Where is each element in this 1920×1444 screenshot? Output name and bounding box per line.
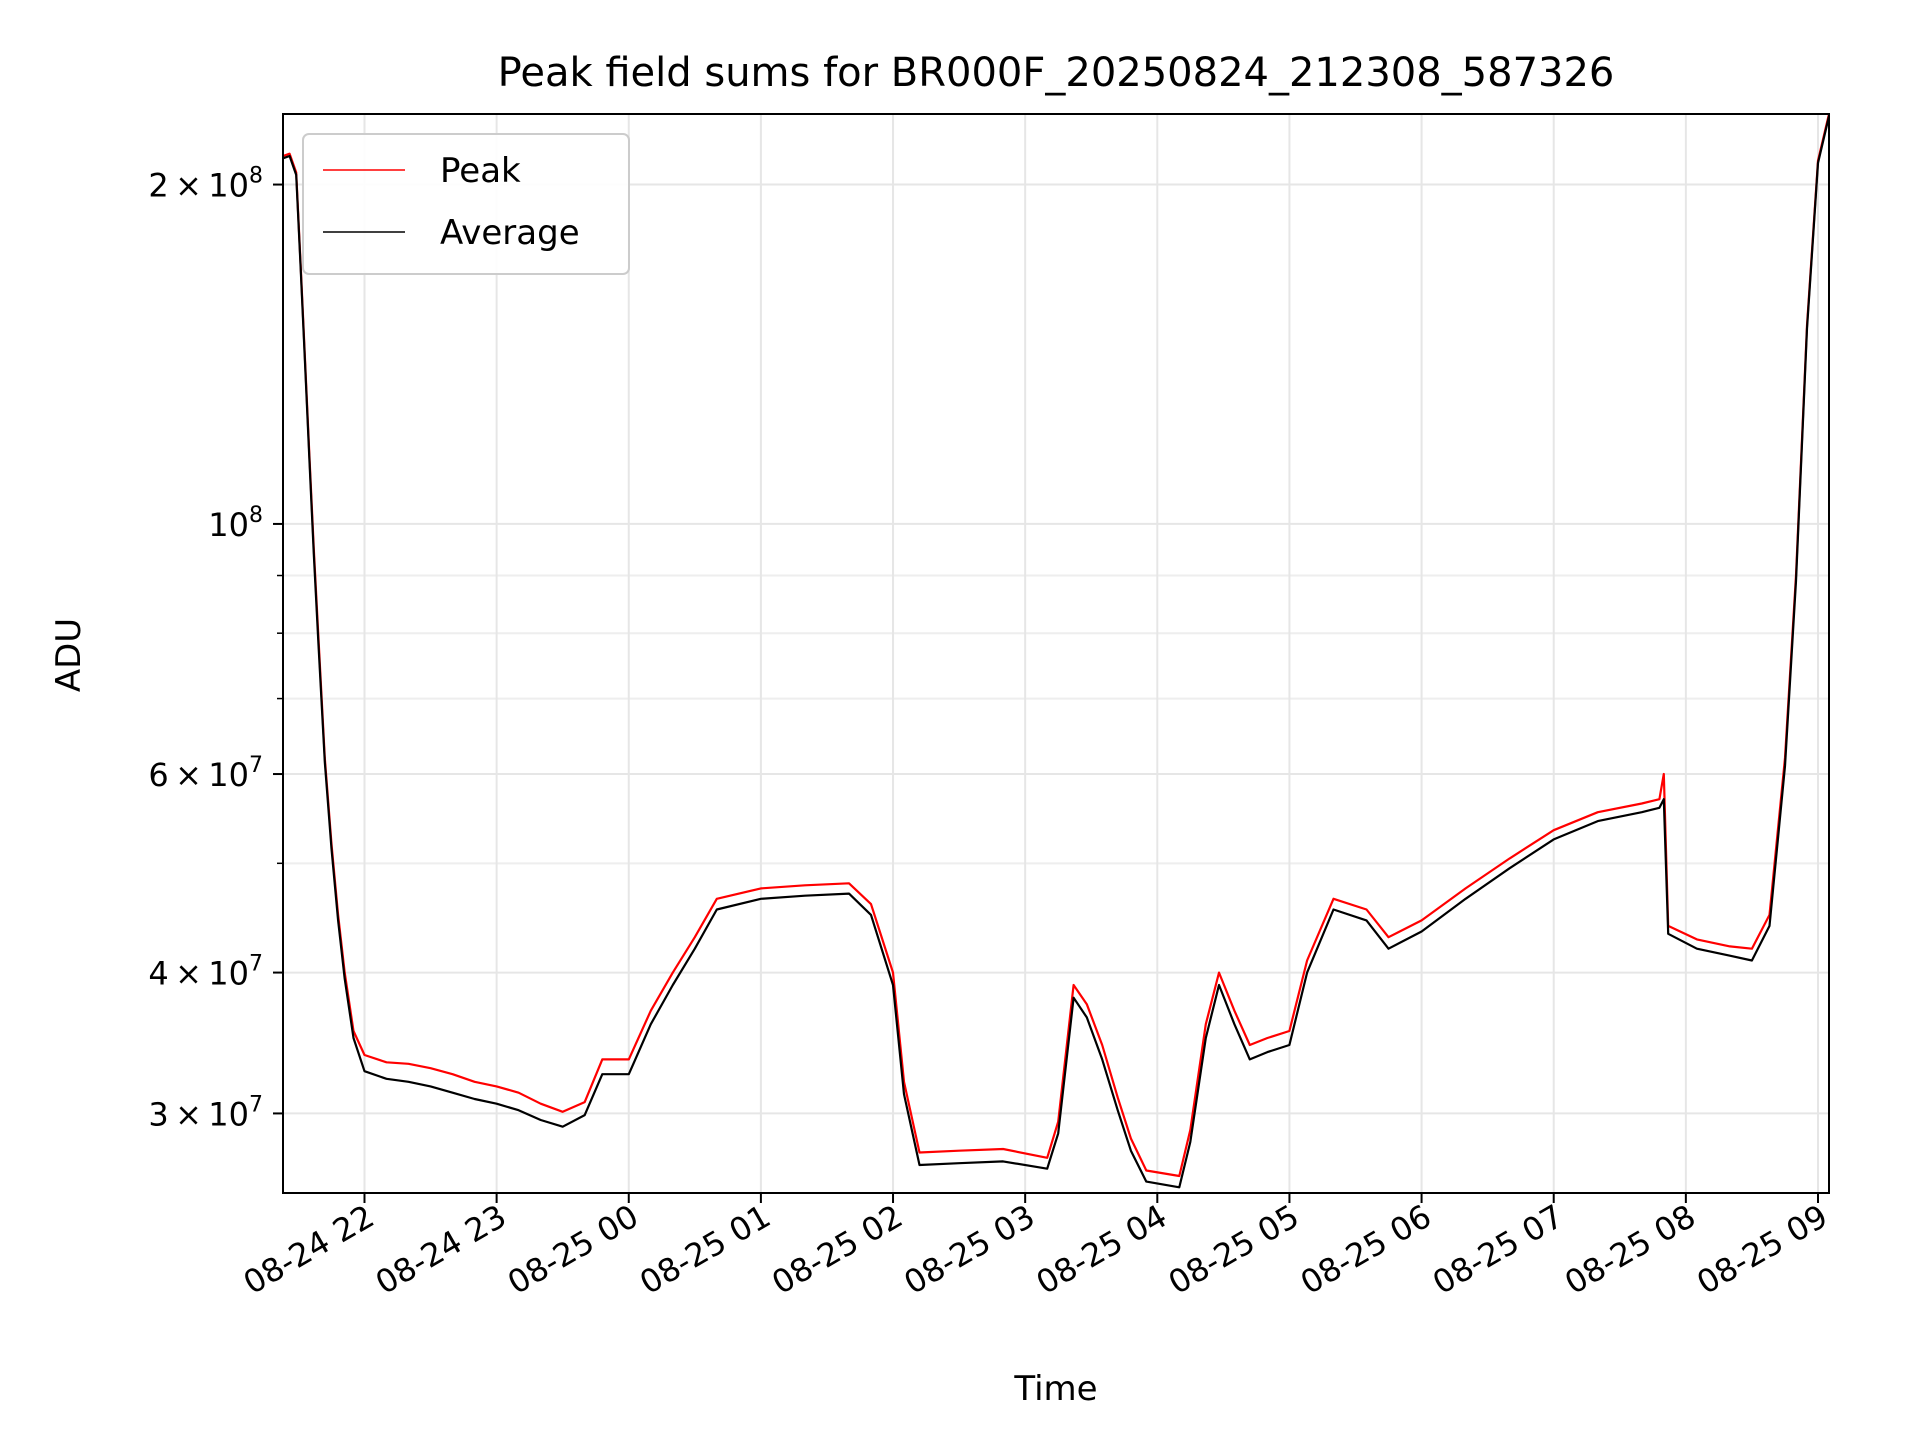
y-tick-label: 2 × 108 bbox=[148, 164, 263, 205]
legend-box bbox=[302, 133, 630, 275]
y-axis-label: ADU bbox=[49, 618, 89, 692]
y-axis-ticks: 3 × 107 4 × 107 6 × 107 108 2 × 108 bbox=[148, 164, 283, 1133]
series-line-peak bbox=[282, 113, 1831, 1178]
y-tick-label: 4 × 107 bbox=[148, 952, 263, 993]
series-lines bbox=[282, 113, 1831, 1189]
y-tick-label: 108 bbox=[208, 503, 263, 544]
plot-frame bbox=[282, 113, 1830, 1194]
chart-title: Peak field sums for BR000F_20250824_2123… bbox=[498, 50, 1615, 96]
x-axis-label: Time bbox=[1013, 1369, 1097, 1409]
legend-label-average: Average bbox=[440, 213, 580, 253]
series-line-average bbox=[282, 115, 1831, 1189]
y-tick-label: 6 × 107 bbox=[148, 753, 263, 794]
legend: Peak Average bbox=[302, 133, 630, 275]
y-tick-label: 3 × 107 bbox=[148, 1092, 263, 1133]
legend-label-peak: Peak bbox=[440, 151, 521, 191]
grid bbox=[283, 114, 1829, 1193]
